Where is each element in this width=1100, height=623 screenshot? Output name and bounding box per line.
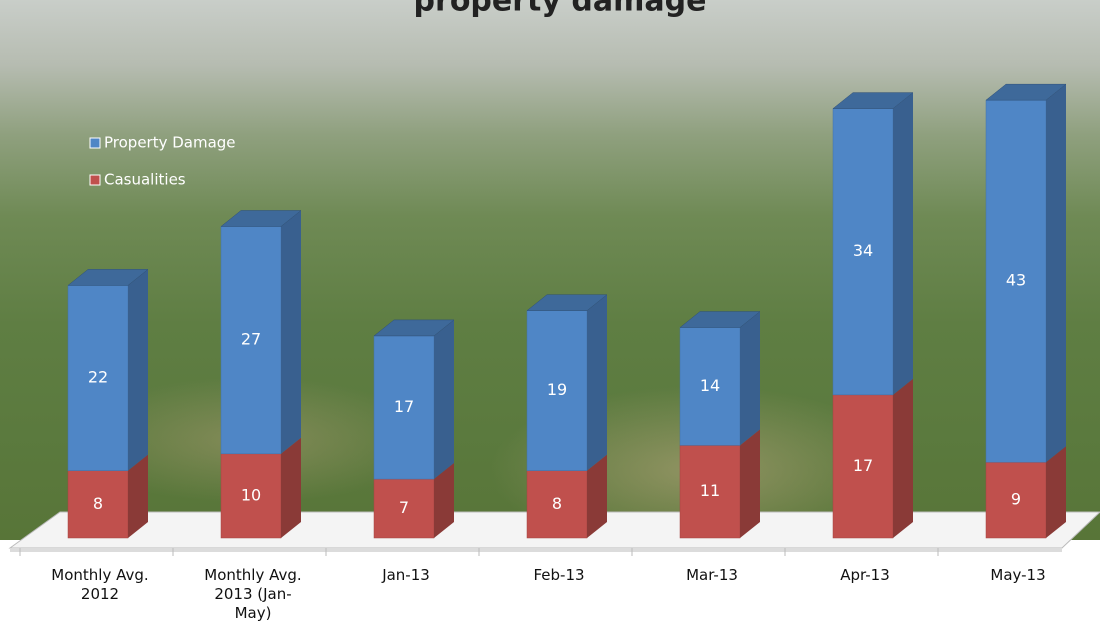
- chart-title: property damage: [414, 0, 707, 19]
- data-label: 43: [1006, 271, 1026, 290]
- chart-svg: property damage 8 22 10 27 7 17 8 19 11 14 17 34 9 43…: [8, 0, 1100, 556]
- bar-segment: [526, 470, 588, 539]
- bar-side: [740, 429, 760, 538]
- bar-side: [740, 311, 760, 446]
- data-label: 17: [853, 456, 873, 475]
- bar-segment: [679, 327, 741, 446]
- data-label: 22: [88, 368, 108, 387]
- bar-segment: [67, 470, 129, 539]
- data-label: 9: [1011, 490, 1021, 509]
- legend-label: Casualities: [104, 171, 186, 189]
- bar-side: [281, 437, 301, 538]
- bar-side: [281, 210, 301, 454]
- legend-swatch: [89, 174, 101, 186]
- bar-side: [587, 294, 607, 471]
- bar-side: [587, 454, 607, 538]
- bar-side: [1046, 84, 1066, 463]
- bar-segment: [985, 461, 1047, 539]
- legend-label: Property Damage: [104, 134, 236, 152]
- legend-swatch: [89, 137, 101, 149]
- bar-side: [434, 463, 454, 538]
- data-label: 19: [547, 380, 567, 399]
- data-label: 14: [700, 376, 720, 395]
- data-label: 11: [700, 481, 720, 500]
- x-tick-label: May-13: [990, 566, 1046, 584]
- bar-segment: [373, 478, 435, 539]
- data-label: 34: [853, 241, 873, 260]
- bar-segment: [832, 394, 894, 539]
- data-label: 17: [394, 397, 414, 416]
- bar-top: [220, 210, 302, 227]
- x-tick-label: Apr-13: [840, 566, 890, 584]
- data-label: 8: [93, 494, 103, 513]
- bar-segment: [220, 226, 282, 455]
- bar-top: [67, 269, 149, 286]
- floor-edge: [10, 548, 1062, 552]
- bar-segment: [526, 310, 588, 471]
- x-tick-label: Mar-13: [686, 566, 738, 584]
- bar-top: [373, 319, 455, 337]
- x-tick-label: Monthly Avg. 2013 (Jan-May): [204, 566, 302, 622]
- bar-segment: [985, 99, 1047, 463]
- bar-segment: [679, 445, 741, 539]
- data-label: 10: [241, 485, 261, 504]
- data-label: 8: [552, 494, 562, 513]
- bar-top: [985, 83, 1067, 101]
- bar-side: [434, 319, 454, 480]
- bar-side: [893, 92, 913, 395]
- bar-side: [128, 269, 148, 471]
- bar-side: [128, 454, 148, 538]
- bar-top: [679, 311, 761, 328]
- bar-side: [1046, 446, 1066, 538]
- bar-side: [893, 378, 913, 538]
- bar-top: [832, 92, 914, 109]
- bar-top: [526, 294, 608, 311]
- data-label: 27: [241, 330, 261, 349]
- x-tick-label: Monthly Avg. 2012: [51, 566, 149, 603]
- data-label: 7: [399, 498, 409, 517]
- bar-segment: [832, 108, 894, 396]
- x-tick-label: Jan-13: [382, 566, 430, 584]
- bar-segment: [373, 335, 435, 480]
- bar-segment: [67, 285, 129, 471]
- x-tick-label: Feb-13: [533, 566, 585, 584]
